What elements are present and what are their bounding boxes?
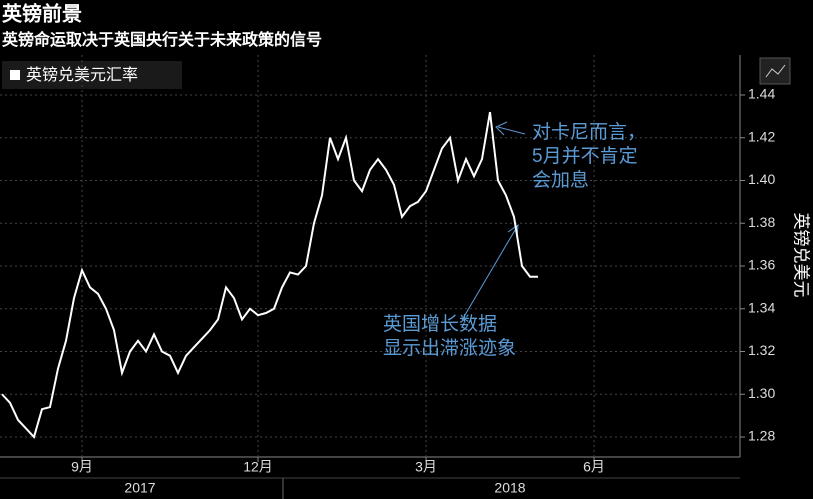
annotation-arrowhead <box>495 121 508 136</box>
y-tick-label: 1.44 <box>748 86 775 102</box>
y-tick-label: 1.36 <box>748 257 775 273</box>
y-tick-label: 1.38 <box>748 214 775 230</box>
annotation-arrow <box>461 224 519 321</box>
y-axis-title: 英镑兑美元 <box>792 213 811 298</box>
year-label: 2018 <box>494 480 525 496</box>
annotation: 对卡尼而言， <box>532 121 646 143</box>
annotation: 显示出滞涨迹象 <box>383 337 516 359</box>
annotation: 会加息 <box>532 169 589 191</box>
legend-box <box>2 61 182 89</box>
chart-type-icon <box>765 64 786 78</box>
x-tick-label: 12月 <box>243 459 273 475</box>
y-tick-label: 1.28 <box>748 428 775 444</box>
legend-swatch <box>10 70 20 80</box>
y-tick-label: 1.42 <box>748 128 775 144</box>
y-tick-label: 1.40 <box>748 171 775 187</box>
y-tick-label: 1.30 <box>748 385 775 401</box>
x-tick-label: 3月 <box>415 459 437 475</box>
chart-title: 英镑前景 <box>2 1 82 25</box>
annotation: 英国增长数据 <box>383 313 497 335</box>
y-tick-label: 1.32 <box>748 342 775 358</box>
annotation: 5月并不肯定 <box>532 145 638 167</box>
y-tick-label: 1.34 <box>748 299 775 315</box>
annotation-arrow <box>497 126 526 135</box>
price-line <box>1 111 538 439</box>
x-tick-label: 9月 <box>71 459 93 475</box>
year-label: 2017 <box>124 480 155 496</box>
x-tick-label: 6月 <box>583 459 605 475</box>
chart-subtitle: 英镑命运取决于英国央行关于未来政策的信号 <box>1 30 322 49</box>
